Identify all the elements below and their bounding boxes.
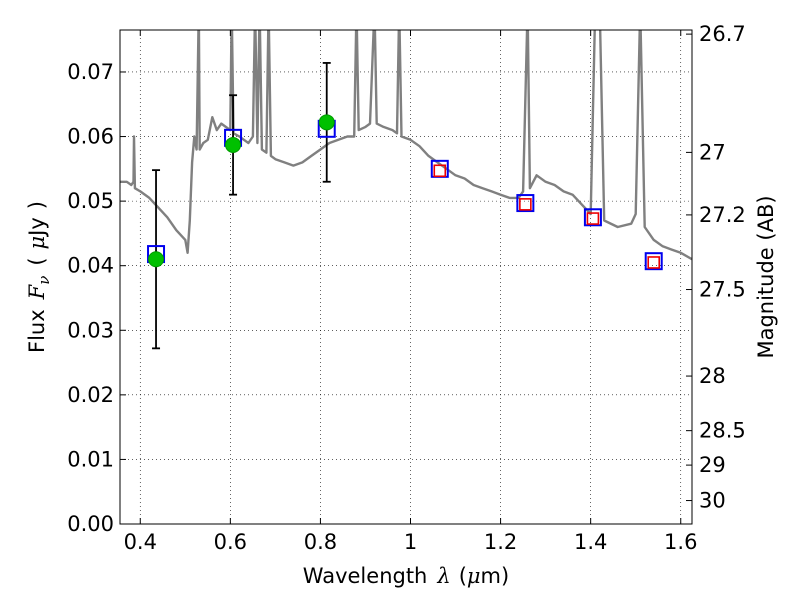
magnitude-axis-label: Magnitude (AB) — [754, 195, 778, 358]
magnitude-tick-label: 28 — [699, 364, 726, 388]
x-tick-label: 0.6 — [214, 530, 247, 554]
model-spectrum-group — [120, 30, 692, 261]
y-tick-label: 0.00 — [67, 512, 114, 536]
observed-flux-point — [148, 251, 165, 268]
x-tick-label: 1.4 — [574, 530, 607, 554]
x-tick-label: 0.4 — [124, 530, 157, 554]
y-tick-label: 0.07 — [67, 60, 114, 84]
axis-ticks: 0.4 0.6 0.8 1 1.2 1.4 1.6 0.00 0.01 0.02 0.03 0.04 0… — [67, 22, 746, 554]
magnitude-tick-label: 27.5 — [699, 278, 746, 302]
y-tick-label: 0.05 — [67, 189, 114, 213]
model-photometry-square — [516, 194, 535, 213]
predicted-flux-square — [586, 212, 600, 225]
predicted-flux-square — [433, 164, 447, 178]
observed-flux-point — [225, 136, 242, 153]
y-tick-label: 0.04 — [67, 254, 114, 278]
predicted-flux-square — [647, 256, 661, 269]
y-tick-label: 0.02 — [67, 383, 114, 407]
grid-lines — [120, 30, 692, 525]
plot-frame — [119, 29, 693, 525]
magnitude-tick-label: 28.5 — [699, 419, 746, 443]
magnitude-tick-label: 27 — [699, 140, 726, 164]
y-axis-label: FluxFν(μJy) — [25, 201, 53, 353]
data-points-group — [147, 62, 663, 350]
x-tick-label: 1.6 — [664, 530, 697, 554]
magnitude-tick-label: 29 — [699, 453, 726, 477]
y-tick-label: 0.01 — [67, 447, 114, 471]
observed-flux-point — [318, 114, 335, 131]
y-tick-label: 0.06 — [67, 125, 114, 149]
x-axis-label: Wavelength λ (μm) — [303, 564, 509, 588]
magnitude-tick-label: 27.2 — [699, 203, 746, 227]
model-photometry-square — [644, 252, 663, 271]
y-tick-label: 0.03 — [67, 318, 114, 342]
model-spectrum-line — [120, 30, 692, 261]
x-tick-label: 1.2 — [484, 530, 517, 554]
x-tick-label: 1 — [404, 530, 417, 554]
magnitude-tick-label: 26.7 — [699, 22, 746, 46]
magnitude-tick-label: 30 — [699, 489, 726, 513]
predicted-flux-square — [519, 198, 532, 211]
model-photometry-square — [583, 208, 602, 227]
x-tick-label: 0.8 — [304, 530, 337, 554]
